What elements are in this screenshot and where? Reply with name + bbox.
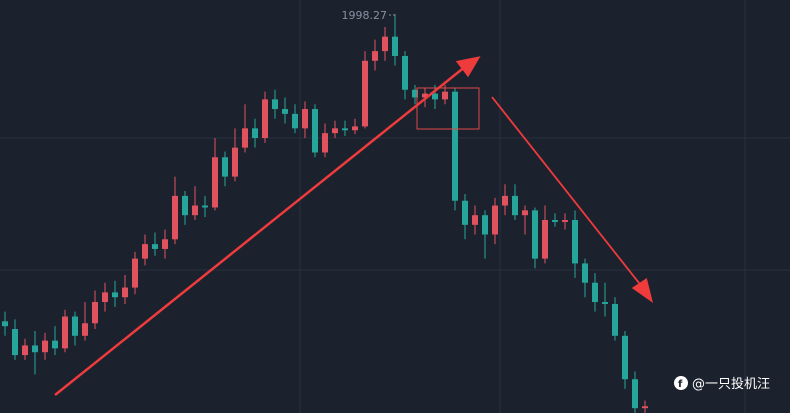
candle-body	[312, 109, 318, 153]
candle-body	[62, 316, 68, 349]
candle-body	[2, 321, 8, 327]
candle-body	[142, 244, 148, 259]
arrow-head	[455, 56, 481, 78]
candle-body	[272, 99, 278, 110]
candle-body	[492, 205, 498, 235]
candle-body	[172, 195, 178, 240]
candle-body	[532, 210, 538, 259]
candle-body	[362, 60, 368, 127]
candle-body	[12, 329, 18, 356]
candle-body	[582, 263, 588, 283]
candle-body	[472, 215, 478, 225]
candle-body	[642, 406, 648, 409]
candles	[2, 14, 648, 413]
watermark: @一只投机汪	[692, 376, 770, 392]
watermark-icon-glyph: f	[678, 379, 683, 390]
candle-body	[302, 109, 308, 129]
candle-body	[92, 302, 98, 324]
candle-body	[392, 36, 398, 56]
candle-body	[542, 220, 548, 259]
candle-body	[442, 91, 448, 100]
candle-body	[192, 205, 198, 216]
candle-body	[182, 195, 188, 216]
candle-body	[212, 157, 218, 208]
candle-body	[382, 36, 388, 52]
candle-body	[42, 340, 48, 353]
candle-body	[112, 292, 118, 298]
candle-body	[32, 345, 38, 353]
candle-body	[512, 195, 518, 216]
candle-body	[252, 128, 258, 138]
candle-body	[402, 55, 408, 90]
candle-body	[152, 244, 158, 249]
candle-body	[342, 128, 348, 131]
candle-body	[592, 282, 598, 303]
trend-arrows	[54, 56, 654, 396]
candle-body	[482, 215, 488, 235]
highlight-box	[416, 87, 480, 130]
candle-body	[332, 128, 338, 134]
candle-body	[242, 128, 248, 148]
trend-line-up	[54, 65, 467, 396]
candle-body	[292, 113, 298, 129]
candle-body	[632, 379, 638, 409]
trend-line-down	[491, 96, 644, 289]
candle-body	[162, 239, 168, 249]
candle-body	[352, 126, 358, 131]
candle-body	[462, 200, 468, 225]
candle-body	[562, 220, 568, 222]
candle-body	[602, 302, 608, 304]
candle-body	[202, 205, 208, 208]
candle-body	[22, 345, 28, 356]
arrow-head	[631, 277, 654, 303]
candle-body	[572, 220, 578, 264]
candle-body	[322, 133, 328, 153]
watermark-icon	[674, 376, 688, 390]
candle-body	[502, 195, 508, 206]
candle-body	[122, 287, 128, 298]
candle-body	[102, 292, 108, 303]
candle-body	[432, 93, 438, 100]
candle-body	[282, 109, 288, 114]
watermark-group: f @一只投机汪	[674, 376, 770, 392]
candle-body	[452, 91, 458, 201]
candle-body	[422, 93, 428, 98]
candle-body	[232, 147, 238, 177]
candle-body	[82, 323, 88, 336]
candle-body	[552, 220, 558, 222]
candle-body	[262, 99, 268, 138]
candle-body	[72, 316, 78, 336]
high-label: 1998.27	[342, 9, 388, 22]
candle-body	[622, 335, 628, 380]
candle-body	[222, 157, 228, 177]
candle-body	[612, 303, 618, 336]
candle-body	[412, 89, 418, 98]
candle-body	[132, 258, 138, 288]
candle-body	[522, 210, 528, 216]
candle-body	[372, 51, 378, 61]
candle-body	[52, 340, 58, 349]
